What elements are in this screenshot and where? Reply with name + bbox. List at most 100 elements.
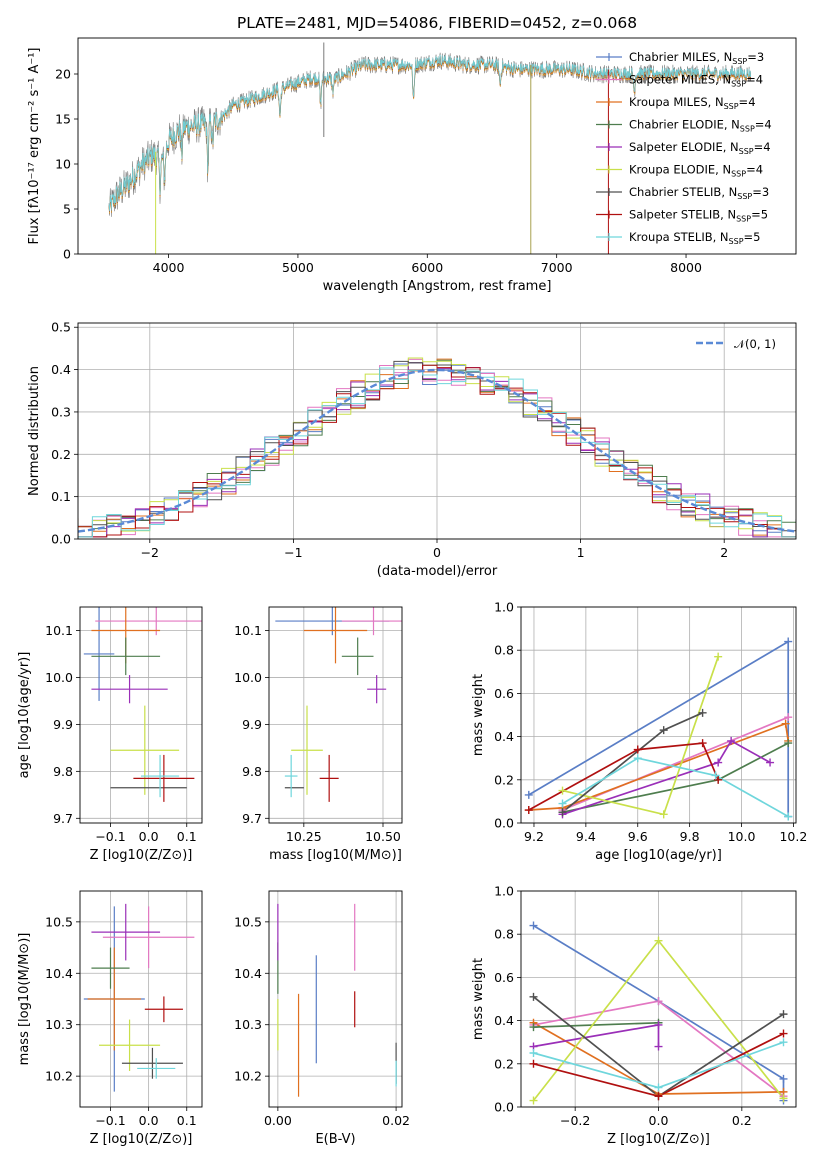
normal-reference-curve <box>78 368 796 533</box>
residuals-xtick-label: −1 <box>284 545 302 560</box>
legend-entry: Chabrier MILES, NSSP=3 <box>629 50 764 66</box>
mass-weight-vs-metallicity-ytick-label: 1.0 <box>494 884 514 899</box>
residuals-ytick-label: 0.3 <box>51 404 71 419</box>
age-vs-mass-xtick-label: 10.50 <box>365 829 401 844</box>
mass-vs-metallicity-xtick-label: −0.1 <box>95 1113 125 1128</box>
spectrum-xtick-label: 4000 <box>153 260 185 275</box>
mass-weight-line <box>533 1021 659 1028</box>
mass-weight-marker <box>654 1083 663 1092</box>
age-vs-mass-ytick-label: 9.8 <box>242 764 262 779</box>
mass-weight-marker <box>727 736 736 745</box>
mass-vs-extinction-ytick-label: 10.4 <box>234 966 262 981</box>
mass-weight-vs-metallicity-ylabel: mass weight <box>471 958 486 1040</box>
legend-entry: Kroupa MILES, NSSP=4 <box>629 95 756 111</box>
mass-weight-marker <box>558 808 567 817</box>
age-vs-mass-grid <box>269 607 402 823</box>
mass-weight-marker <box>698 739 707 748</box>
errorbar-point <box>303 607 368 664</box>
mass-vs-metallicity-xtick-label: 0.0 <box>139 1113 159 1128</box>
mass-weight-vs-metallicity-ytick-label: 0.0 <box>494 1100 514 1115</box>
mass-weight-vs-age-ylabel: mass weight <box>471 674 486 756</box>
mass-weight-marker <box>654 936 663 945</box>
mass-weight-line <box>528 742 719 811</box>
mass-weight-vs-metallicity-xtick-label: 0.0 <box>649 1113 669 1128</box>
mass-weight-marker <box>781 719 790 728</box>
spectrum-ytick-label: 10 <box>55 157 71 172</box>
spectrum-xlabel: wavelength [Angstrom, rest frame] <box>323 279 552 294</box>
mass-weight-marker <box>654 1042 663 1051</box>
errorbar-point <box>319 754 339 802</box>
mass-vs-extinction-ytick-label: 10.3 <box>234 1017 262 1032</box>
mass-weight-vs-age-xtick-label: 9.4 <box>576 829 596 844</box>
age-vs-metallicity-xtick-label: 0.1 <box>177 829 197 844</box>
residuals-ytick-label: 0.4 <box>51 362 71 377</box>
residuals-xtick-label: 2 <box>720 545 728 560</box>
mass-vs-metallicity-ytick-label: 10.2 <box>45 1069 73 1084</box>
residual-histogram-step <box>78 367 796 538</box>
spectrum-ytick-label: 5 <box>63 202 71 217</box>
age-vs-metallicity-xlabel: Z [log10(Z/Z⊙)] <box>90 848 193 863</box>
mass-vs-extinction-frame <box>268 890 403 1108</box>
residuals-xtick-label: 0 <box>433 545 441 560</box>
age-vs-metallicity-axes: −0.1 0.0 0.1 9.7 9.8 9.9 10.0 10.1 Z [log10(Z/Z⊙… <box>17 606 203 863</box>
mass-weight-vs-metallicity-xlabel: Z [log10(Z/Z⊙)] <box>607 1132 710 1147</box>
errorbar-point <box>91 947 130 989</box>
mass-weight-marker <box>779 1074 788 1083</box>
mass-weight-marker <box>784 812 793 821</box>
spectrum-model-line <box>108 54 752 212</box>
residuals-grid <box>78 323 796 540</box>
mass-weight-marker <box>766 758 775 767</box>
legend-entry: Kroupa STELIB, NSSP=5 <box>629 230 761 246</box>
age-vs-mass-xlabel: mass [log10(M/M⊙)] <box>269 848 402 863</box>
mass-weight-marker <box>714 652 723 661</box>
mass-weight-marker <box>633 745 642 754</box>
residuals-ytick-label: 0.1 <box>51 489 71 504</box>
spectrum-xtick-label: 7000 <box>541 260 573 275</box>
mass-weight-marker <box>529 1049 538 1057</box>
mass-weight-vs-age-xtick-label: 9.8 <box>680 829 700 844</box>
mass-weight-marker <box>784 739 793 748</box>
mass-weight-marker <box>654 1092 663 1101</box>
mass-weight-marker <box>784 637 793 646</box>
errorbar-point <box>133 754 195 802</box>
mass-weight-vs-age-ytick-label: 0.8 <box>494 643 514 658</box>
age-vs-metallicity-ytick-label: 10.0 <box>45 670 73 685</box>
mass-weight-marker <box>558 799 567 808</box>
errorbar-point <box>91 675 168 704</box>
mass-weight-vs-age-ytick-label: 0.0 <box>494 816 514 831</box>
legend-entry: Salpeter ELODIE, NSSP=4 <box>629 140 771 156</box>
age-vs-metallicity-xtick-label: 0.0 <box>139 829 159 844</box>
mass-weight-vs-age-xtick-label: 10.2 <box>779 829 807 844</box>
spectrum-axes: 4000 5000 6000 7000 8000 0 5 10 15 20 wavelength [… <box>27 37 797 294</box>
mass-weight-line <box>528 640 790 817</box>
age-vs-metallicity-ytick-label: 9.7 <box>53 811 73 826</box>
mass-weight-line <box>562 739 771 816</box>
age-vs-metallicity-ytick-label: 10.1 <box>45 623 73 638</box>
mass-weight-marker <box>711 771 720 780</box>
age-vs-metallicity-ylabel: age [log10(age/yr)] <box>17 652 32 779</box>
mass-weight-line <box>562 757 789 818</box>
mass-weight-marker <box>784 713 793 722</box>
mass-weight-vs-metallicity-ytick-label: 0.2 <box>494 1056 514 1071</box>
mass-vs-metallicity-ytick-label: 10.3 <box>45 1017 73 1032</box>
mass-weight-vs-age-xtick-label: 9.6 <box>628 829 648 844</box>
spectrum-frame <box>77 37 797 255</box>
errorbar-point <box>284 754 298 798</box>
mass-vs-extinction-xtick-label: 0.02 <box>382 1113 410 1128</box>
residuals-xtick-label: −2 <box>141 545 159 560</box>
mass-vs-extinction-axes: 0.00 0.02 10.2 10.3 10.4 10.5 E(B-V) <box>234 890 410 1147</box>
mass-weight-vs-age-xlabel: age [log10(age/yr)] <box>595 848 722 863</box>
errorbar-point <box>91 903 161 961</box>
mass-weight-marker <box>779 1029 788 1038</box>
mass-weight-line <box>533 1023 660 1048</box>
residuals-xtick-label: 1 <box>577 545 585 560</box>
errorbar-point <box>144 996 183 1023</box>
mass-weight-vs-age-ytick-label: 0.6 <box>494 686 514 701</box>
mass-weight-marker <box>529 992 538 1001</box>
mass-weight-vs-age-ytick-label: 0.4 <box>494 729 514 744</box>
mass-vs-metallicity-frame <box>79 890 203 1108</box>
mass-weight-vs-metallicity-xtick-label: 0.2 <box>732 1113 752 1128</box>
spectrum-ytick-label: 20 <box>55 67 71 82</box>
residuals-ylabel: Normed distribution <box>27 366 42 496</box>
